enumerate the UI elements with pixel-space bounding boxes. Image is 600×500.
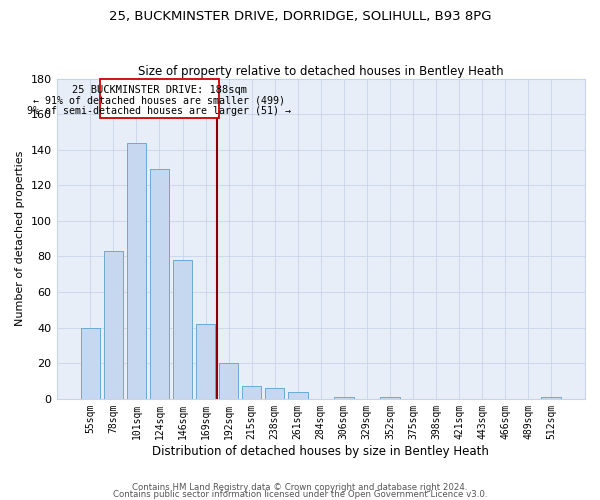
Title: Size of property relative to detached houses in Bentley Heath: Size of property relative to detached ho… [138,66,503,78]
Bar [149,170,169,399]
Bar [288,392,308,399]
X-axis label: Distribution of detached houses by size in Bentley Heath: Distribution of detached houses by size … [152,444,489,458]
Bar [173,260,193,399]
Bar [104,251,123,399]
Text: ← 91% of detached houses are smaller (499): ← 91% of detached houses are smaller (49… [34,96,286,106]
Bar [380,397,400,399]
Bar [334,397,353,399]
Text: Contains public sector information licensed under the Open Government Licence v3: Contains public sector information licen… [113,490,487,499]
FancyBboxPatch shape [100,78,219,118]
Bar [196,324,215,399]
Y-axis label: Number of detached properties: Number of detached properties [15,151,25,326]
Bar [541,397,561,399]
Text: 9% of semi-detached houses are larger (51) →: 9% of semi-detached houses are larger (5… [28,106,292,116]
Bar [265,388,284,399]
Bar [219,363,238,399]
Bar [242,386,262,399]
Bar [80,328,100,399]
Bar [127,142,146,399]
Text: 25, BUCKMINSTER DRIVE, DORRIDGE, SOLIHULL, B93 8PG: 25, BUCKMINSTER DRIVE, DORRIDGE, SOLIHUL… [109,10,491,23]
Text: 25 BUCKMINSTER DRIVE: 188sqm: 25 BUCKMINSTER DRIVE: 188sqm [72,84,247,94]
Text: Contains HM Land Registry data © Crown copyright and database right 2024.: Contains HM Land Registry data © Crown c… [132,484,468,492]
